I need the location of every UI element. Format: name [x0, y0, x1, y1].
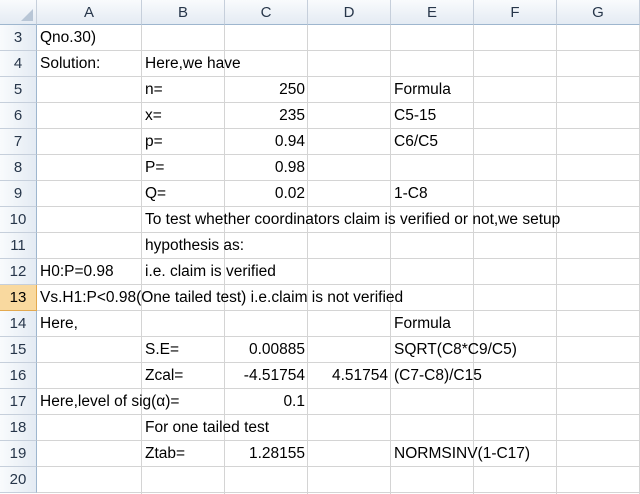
grid-line	[473, 25, 474, 494]
grid-line	[37, 180, 640, 181]
grid-line	[390, 25, 391, 494]
row-header-5[interactable]: 5	[0, 77, 37, 103]
cell-e16[interactable]: (C7-C8)/C15	[394, 367, 482, 384]
cell-e14[interactable]: Formula	[394, 315, 451, 332]
row-header-12[interactable]: 12	[0, 259, 37, 285]
row-header-17[interactable]: 17	[0, 389, 37, 415]
cell-b4[interactable]: Here,we have	[145, 55, 241, 72]
column-header-f[interactable]: F	[474, 0, 557, 25]
grid-line	[37, 388, 640, 389]
grid-line	[556, 25, 557, 494]
grid-line	[37, 50, 640, 51]
row-header-3[interactable]: 3	[0, 25, 37, 51]
cell-e9[interactable]: 1-C8	[394, 185, 428, 202]
grid-line	[37, 440, 640, 441]
grid-line	[37, 206, 640, 207]
row-header-13[interactable]: 13	[0, 285, 37, 311]
select-all-triangle-icon	[21, 9, 33, 21]
cell-c9[interactable]: 0.02	[274, 185, 305, 202]
cell-d16[interactable]: 4.51754	[331, 367, 388, 384]
row-header-9[interactable]: 9	[0, 181, 37, 207]
grid-line	[37, 492, 640, 493]
column-header-g[interactable]: G	[557, 0, 640, 25]
cell-b11[interactable]: hypothesis as:	[145, 237, 245, 254]
cell-c6[interactable]: 235	[279, 107, 305, 124]
row-header-11[interactable]: 11	[0, 233, 37, 259]
grid-line	[141, 25, 142, 494]
select-all-corner[interactable]	[0, 0, 37, 25]
column-header-e[interactable]: E	[391, 0, 474, 25]
column-header-b[interactable]: B	[142, 0, 225, 25]
grid-line	[37, 336, 640, 337]
cell-e19[interactable]: NORMSINV(1-C17)	[394, 445, 531, 462]
cell-a14[interactable]: Here,	[40, 315, 78, 332]
cell-c5[interactable]: 250	[279, 81, 305, 98]
cell-a12[interactable]: H0:P=0.98	[40, 263, 114, 280]
grid-line	[37, 258, 640, 259]
cell-c15[interactable]: 0.00885	[248, 341, 305, 358]
grid-line	[224, 25, 225, 494]
column-header-a[interactable]: A	[37, 0, 142, 25]
row-header-8[interactable]: 8	[0, 155, 37, 181]
row-header-20[interactable]: 20	[0, 467, 37, 493]
row-header-18[interactable]: 18	[0, 415, 37, 441]
cell-a17[interactable]: Here,level of sig(α)=	[40, 393, 180, 410]
cell-b5[interactable]: n=	[145, 81, 163, 98]
grid-line	[37, 232, 640, 233]
column-header-c[interactable]: C	[225, 0, 308, 25]
cell-c17[interactable]: 0.1	[283, 393, 305, 410]
row-header-15[interactable]: 15	[0, 337, 37, 363]
column-header-d[interactable]: D	[308, 0, 391, 25]
row-header-10[interactable]: 10	[0, 207, 37, 233]
cell-a13[interactable]: Vs.H1:P<0.98(One tailed test) i.e.claim …	[40, 289, 404, 306]
cell-b18[interactable]: For one tailed test	[145, 419, 270, 436]
cell-b10[interactable]: To test whether coordinators claim is ve…	[145, 211, 561, 228]
grid-line	[37, 414, 640, 415]
cell-b16[interactable]: Zcal=	[145, 367, 184, 384]
grid-line	[307, 25, 308, 494]
row-header-19[interactable]: 19	[0, 441, 37, 467]
cell-c8[interactable]: 0.98	[274, 159, 305, 176]
cell-c16[interactable]: -4.51754	[243, 367, 305, 384]
cell-c19[interactable]: 1.28155	[248, 445, 305, 462]
cell-b19[interactable]: Ztab=	[145, 445, 186, 462]
row-header-14[interactable]: 14	[0, 311, 37, 337]
grid-line	[37, 362, 640, 363]
row-header-16[interactable]: 16	[0, 363, 37, 389]
cell-e15[interactable]: SQRT(C8*C9/C5)	[394, 341, 517, 358]
grid-line	[37, 466, 640, 467]
cell-e6[interactable]: C5-15	[394, 107, 437, 124]
grid-line	[37, 128, 640, 129]
grid-line	[37, 102, 640, 103]
row-header-7[interactable]: 7	[0, 129, 37, 155]
cell-b7[interactable]: p=	[145, 133, 163, 150]
cell-b12[interactable]: i.e. claim is verified	[145, 263, 276, 280]
cell-c7[interactable]: 0.94	[274, 133, 305, 150]
grid-line	[37, 154, 640, 155]
grid-line	[37, 284, 640, 285]
cell-b6[interactable]: x=	[145, 107, 162, 124]
cell-b9[interactable]: Q=	[145, 185, 167, 202]
row-header-4[interactable]: 4	[0, 51, 37, 77]
cell-e7[interactable]: C6/C5	[394, 133, 438, 150]
cell-b8[interactable]: P=	[145, 159, 165, 176]
grid-line	[37, 310, 640, 311]
cell-b15[interactable]: S.E=	[145, 341, 180, 358]
cell-e5[interactable]: Formula	[394, 81, 451, 98]
row-header-6[interactable]: 6	[0, 103, 37, 129]
cell-a3[interactable]: Qno.30)	[40, 29, 97, 46]
grid-line	[37, 76, 640, 77]
cell-a4[interactable]: Solution:	[40, 55, 101, 72]
